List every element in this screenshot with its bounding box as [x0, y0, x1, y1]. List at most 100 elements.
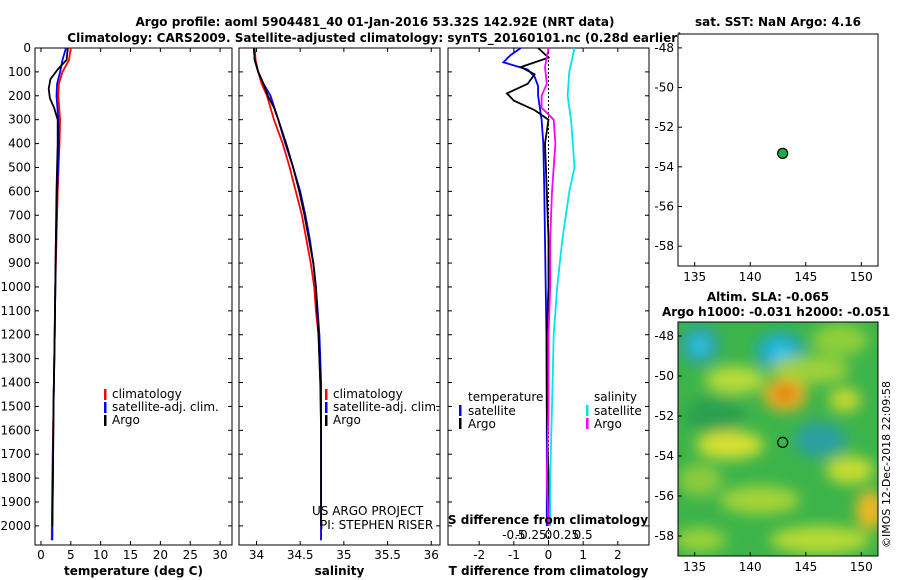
- x-tick-label: 135: [683, 270, 706, 284]
- x-tick-label: 140: [739, 270, 762, 284]
- depth-tick-label: 1900: [0, 495, 31, 509]
- x-tick-label: 30: [212, 548, 227, 562]
- series-line-argo: [47, 47, 69, 526]
- y-tick-label: -48: [654, 329, 674, 343]
- series-line-temperature-argo: [505, 47, 551, 526]
- y-tick-label: -52: [654, 409, 674, 423]
- legend-swatch: [325, 389, 328, 400]
- depth-tick-label: 100: [8, 65, 31, 79]
- x-tick-label: 34: [249, 548, 264, 562]
- depth-tick-label: 0: [23, 41, 31, 55]
- sla-field: [678, 324, 878, 554]
- x-tick-label: 135: [683, 560, 706, 574]
- depth-tick-label: 1600: [0, 423, 31, 437]
- y-tick-label: -56: [654, 200, 674, 214]
- sla-map-frame: [677, 321, 879, 557]
- secondary-tick-label: 0: [545, 528, 553, 542]
- x-tick-label: 34.5: [287, 548, 314, 562]
- depth-tick-label: 800: [8, 232, 31, 246]
- x-tick-label: 25: [183, 548, 198, 562]
- depth-tick-label: 1000: [0, 280, 31, 294]
- depth-tick-label: 200: [8, 89, 31, 103]
- y-tick-label: -54: [654, 449, 674, 463]
- x-tick-label: 140: [739, 560, 762, 574]
- sst-map: 135 140 145 150 -48 -50 -52 -54 -56 -58: [654, 41, 872, 284]
- x-tick-label: 5: [67, 548, 75, 562]
- credit-line2: PI: STEPHEN RISER: [320, 518, 433, 532]
- legend-swatch: [104, 415, 107, 426]
- depth-tick-label: 2000: [0, 519, 31, 533]
- legend-label: climatology: [333, 387, 403, 401]
- sst-map-frame: [677, 33, 879, 267]
- series-line-argo: [253, 47, 323, 526]
- legend-label: satellite: [468, 404, 516, 418]
- imos-watermark: ©IMOS 12-Dec-2018 22:09:58: [880, 381, 893, 548]
- sla-map-title1: Altim. SLA: -0.065: [707, 290, 829, 304]
- depth-tick-label: 1800: [0, 471, 31, 485]
- depth-tick-label: 1700: [0, 447, 31, 461]
- plot-frame: [238, 47, 441, 546]
- legend-label: Argo: [594, 417, 622, 431]
- series-line-salinity-argo: [540, 47, 557, 526]
- sla-map: 135 140 145 150 -48 -50 -52 -54 -56 -58: [654, 329, 872, 574]
- legend-label: Argo: [112, 413, 140, 427]
- depth-tick-label: 600: [8, 184, 31, 198]
- x-tick-label: 35: [336, 548, 351, 562]
- depth-tick-label: 1400: [0, 376, 31, 390]
- secondary-tick-label: 0.5: [574, 528, 593, 542]
- credit-line1: US ARGO PROJECT: [312, 504, 424, 518]
- x-tick-label: 0: [545, 548, 553, 562]
- legend-swatch: [104, 402, 107, 413]
- legend-swatch: [586, 418, 589, 429]
- depth-tick-label: 1200: [0, 328, 31, 342]
- legend-label: Argo: [333, 413, 361, 427]
- temperature-panel: 0 5 10 15 20 25 300100200300400500600700800900…: [0, 41, 233, 578]
- x-tick-label: -2: [473, 548, 485, 562]
- depth-tick-label: 1300: [0, 352, 31, 366]
- depth-tick-label: 700: [8, 208, 31, 222]
- x-tick-label: 10: [93, 548, 108, 562]
- x-tick-label: 1: [579, 548, 587, 562]
- legend-title-temperature: temperature: [468, 390, 543, 404]
- x-tick-label: 145: [794, 560, 817, 574]
- y-tick-label: -58: [654, 529, 674, 543]
- x-tick-label: 36: [424, 548, 439, 562]
- secondary-axis-label: S difference from climatology: [448, 513, 648, 527]
- x-axis-label: T difference from climatology: [449, 564, 649, 578]
- secondary-tick-label: -0.5: [502, 528, 525, 542]
- x-tick-label: 15: [123, 548, 138, 562]
- y-tick-label: -58: [654, 239, 674, 253]
- series-line-salinity-satellite: [549, 47, 576, 526]
- depth-tick-label: 900: [8, 256, 31, 270]
- legend-swatch: [586, 405, 589, 416]
- legend-title-salinity: salinity: [594, 390, 637, 404]
- depth-tick-label: 1100: [0, 304, 31, 318]
- legend-label: satellite: [594, 404, 642, 418]
- y-tick-label: -56: [654, 489, 674, 503]
- depth-tick-label: 400: [8, 137, 31, 151]
- x-axis-label: temperature (deg C): [64, 564, 203, 578]
- header-line2: Climatology: CARS2009. Satellite-adjuste…: [67, 31, 682, 46]
- x-tick-label: 35.5: [374, 548, 401, 562]
- sst-map-title: sat. SST: NaN Argo: 4.16: [695, 15, 861, 29]
- depth-tick-label: 500: [8, 160, 31, 174]
- legend-swatch: [325, 415, 328, 426]
- secondary-tick-label: -0.25: [516, 528, 547, 542]
- plot-frame: [34, 47, 233, 546]
- salinity-panel: 34 34.5 35 35.5 36 salinity climatologysatelli…: [238, 47, 441, 578]
- x-tick-label: 0: [37, 548, 45, 562]
- y-tick-label: -50: [654, 369, 674, 383]
- sla-heatmap: [678, 322, 878, 556]
- sla-map-title2: Argo h1000: -0.031 h2000: -0.051: [662, 305, 890, 319]
- legend-label: satellite-adj. clim.: [112, 400, 219, 414]
- legend-label: satellite-adj. clim.: [333, 400, 440, 414]
- y-tick-label: -50: [654, 81, 674, 95]
- legend-label: climatology: [112, 387, 182, 401]
- x-tick-label: 150: [850, 560, 873, 574]
- x-tick-label: 145: [794, 270, 817, 284]
- x-tick-label: -1: [508, 548, 520, 562]
- x-axis-label: salinity: [315, 564, 365, 578]
- secondary-tick-label: 0.25: [552, 528, 579, 542]
- legend-swatch: [459, 418, 462, 429]
